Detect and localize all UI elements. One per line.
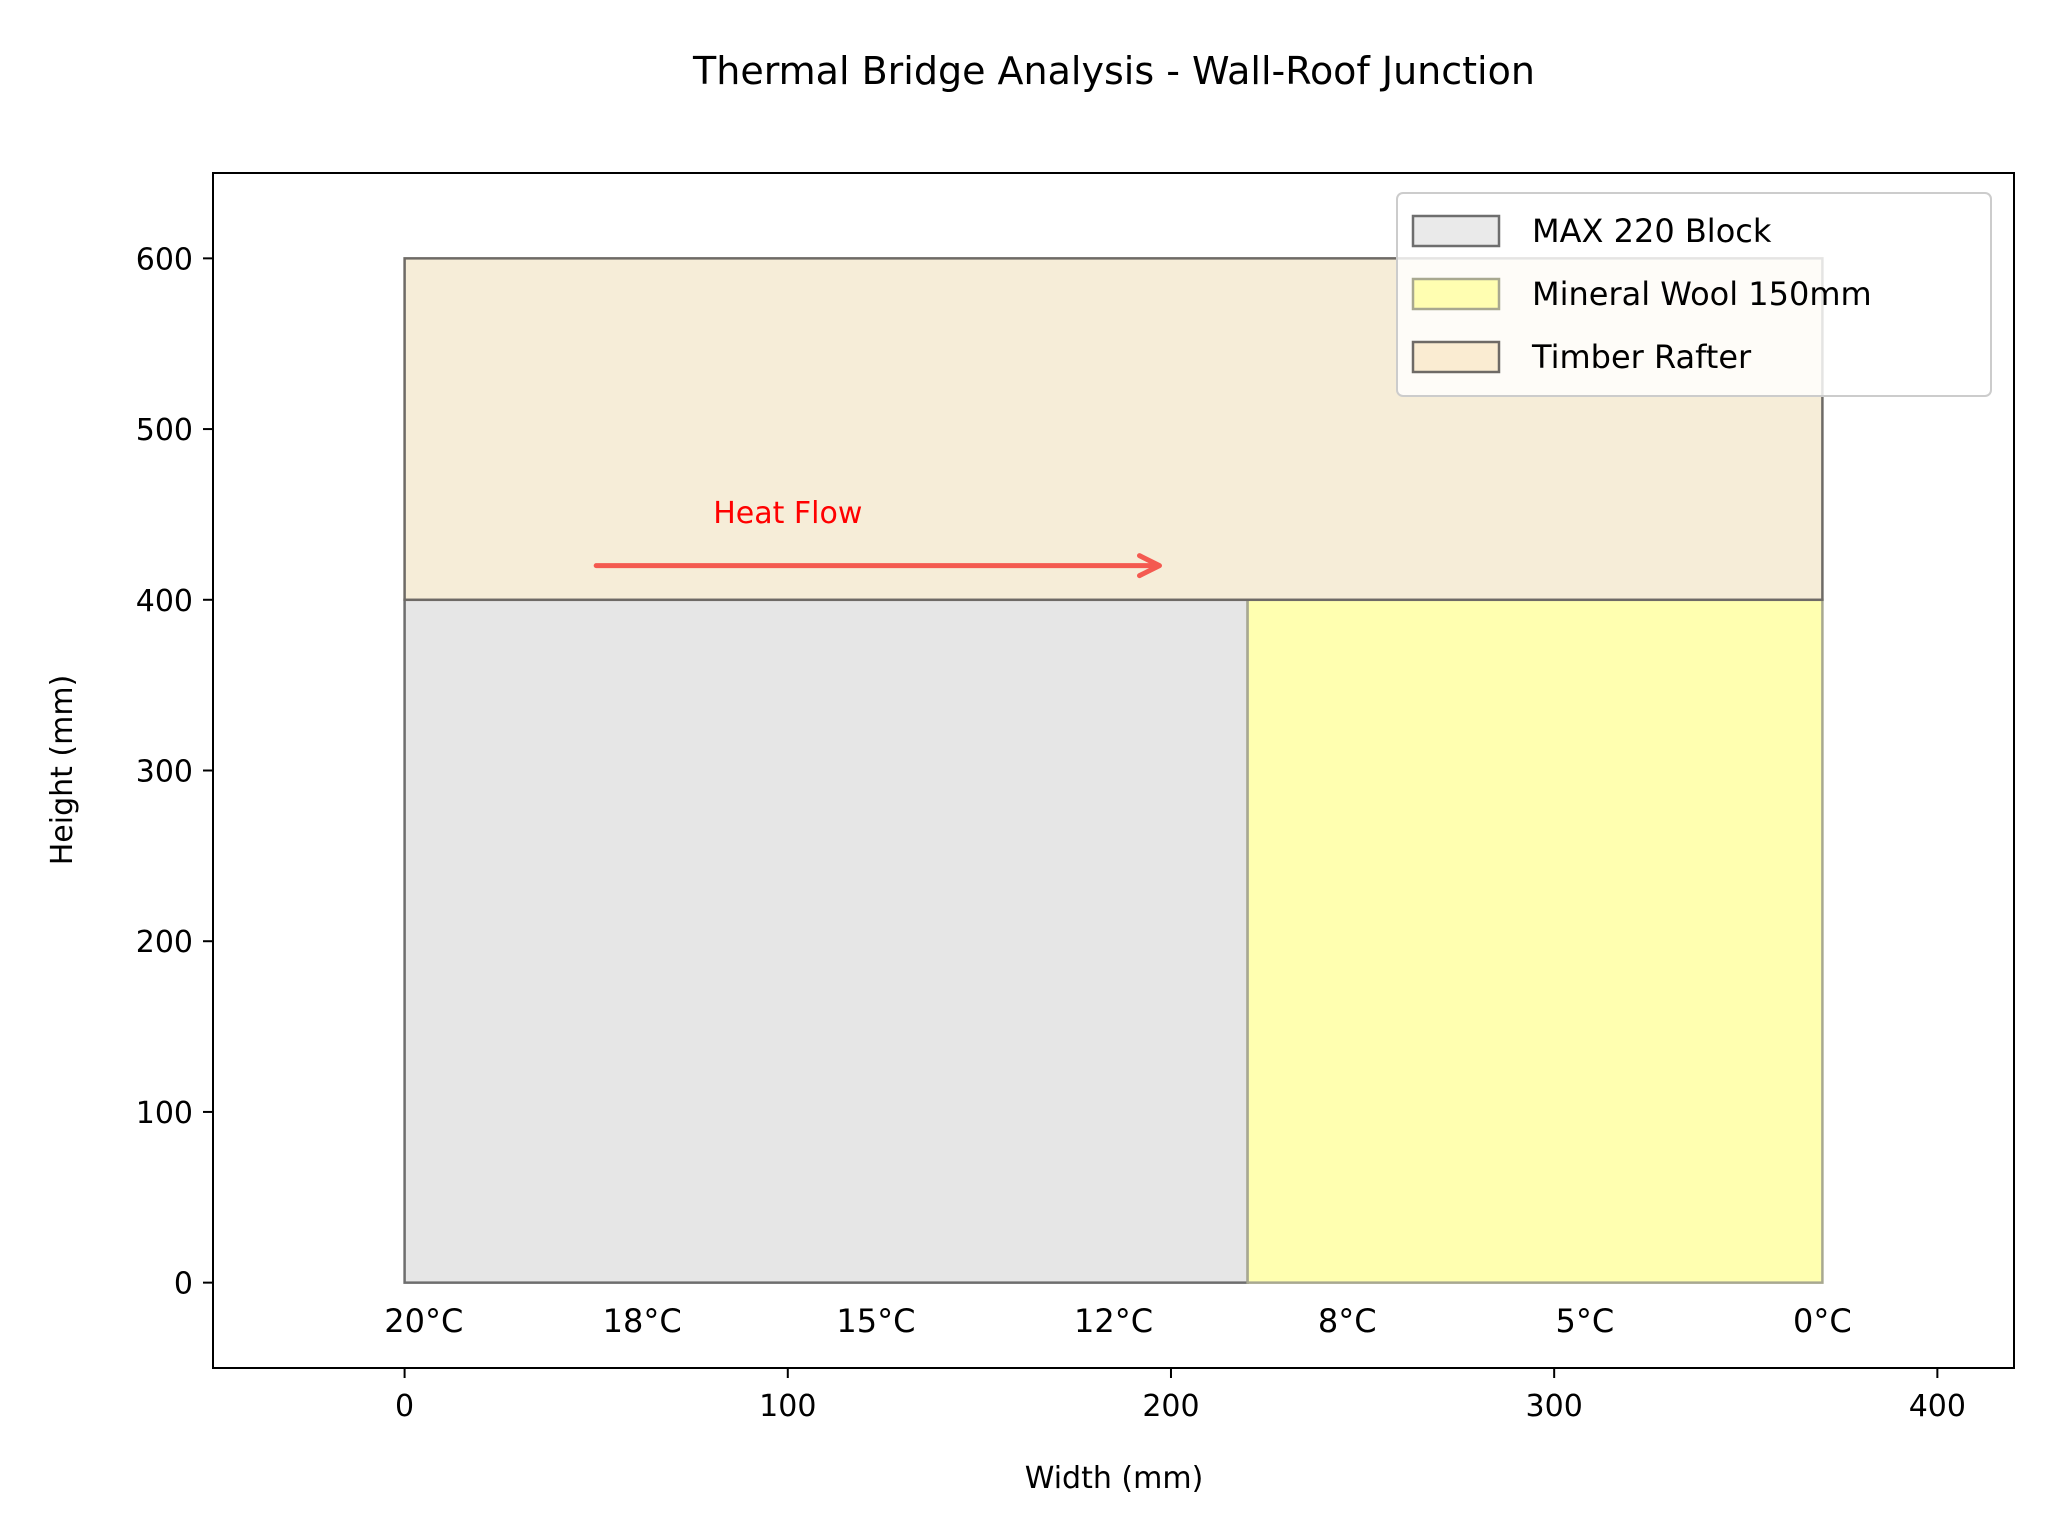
y-axis: 0 100 200 300 400 500 600 bbox=[136, 242, 213, 1302]
x-tick-label: 100 bbox=[759, 1389, 816, 1424]
y-tick-label: 400 bbox=[136, 584, 193, 619]
x-axis-label: Width (mm) bbox=[1025, 1461, 1204, 1496]
legend-label: Timber Rafter bbox=[1531, 338, 1752, 376]
temperature-label: 15°C bbox=[836, 1302, 915, 1340]
heat-flow-arrow-head bbox=[1136, 553, 1162, 579]
legend: MAX 220 Block Mineral Wool 150mm Timber Ra… bbox=[1396, 192, 1992, 397]
temperature-label: 0°C bbox=[1793, 1302, 1852, 1340]
x-axis: 0 100 200 300 400 bbox=[395, 1368, 1966, 1424]
material-regions bbox=[403, 257, 1824, 1284]
temperature-label: 18°C bbox=[603, 1302, 682, 1340]
temperature-labels: 20°C 18°C 15°C 12°C 8°C 5°C 0°C bbox=[384, 1302, 1852, 1340]
y-tick-label: 0 bbox=[174, 1267, 193, 1302]
region-mineral-wool-150mm bbox=[1246, 598, 1824, 1284]
legend-label: MAX 220 Block bbox=[1532, 212, 1772, 250]
legend-swatch bbox=[1411, 340, 1501, 374]
region-max-220-block bbox=[403, 598, 1249, 1284]
legend-swatch bbox=[1411, 214, 1501, 248]
heat-flow-annotation: Heat Flow bbox=[593, 496, 1162, 579]
chart-title: Thermal Bridge Analysis - Wall-Roof Junc… bbox=[692, 49, 1535, 93]
x-tick-label: 200 bbox=[1142, 1389, 1199, 1424]
legend-label: Mineral Wool 150mm bbox=[1532, 275, 1872, 313]
temperature-label: 20°C bbox=[384, 1302, 463, 1340]
y-tick-label: 300 bbox=[136, 755, 193, 790]
heat-flow-label: Heat Flow bbox=[713, 496, 862, 531]
legend-box bbox=[1396, 192, 1992, 397]
x-tick-label: 400 bbox=[1909, 1389, 1966, 1424]
temperature-label: 5°C bbox=[1555, 1302, 1614, 1340]
x-tick-label: 300 bbox=[1526, 1389, 1583, 1424]
y-tick-label: 100 bbox=[136, 1096, 193, 1131]
y-axis-label: Height (mm) bbox=[45, 675, 80, 866]
x-tick-label: 0 bbox=[395, 1389, 414, 1424]
legend-swatch bbox=[1411, 277, 1501, 311]
y-tick-label: 600 bbox=[136, 242, 193, 277]
temperature-label: 12°C bbox=[1074, 1302, 1153, 1340]
y-tick-label: 200 bbox=[136, 925, 193, 960]
temperature-label: 8°C bbox=[1318, 1302, 1377, 1340]
y-tick-label: 500 bbox=[136, 413, 193, 448]
